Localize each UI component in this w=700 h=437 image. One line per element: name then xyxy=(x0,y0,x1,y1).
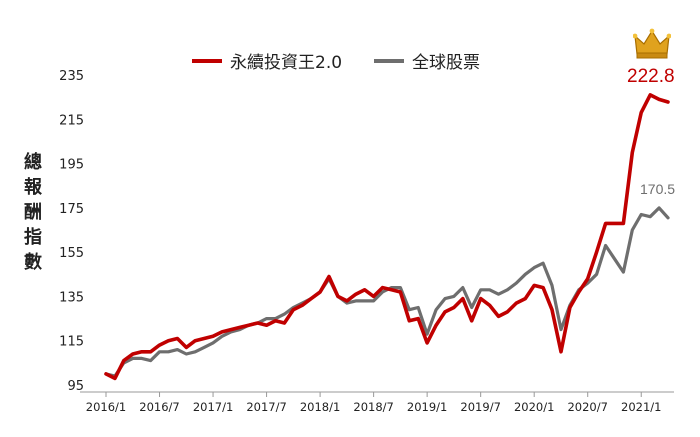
x-tick-label: 2017/1 xyxy=(193,400,233,414)
x-tick-label: 2021/1 xyxy=(621,400,661,414)
legend-label-global-equity: 全球股票 xyxy=(412,53,481,73)
x-tick-label: 2020/1 xyxy=(514,400,554,414)
y-tick-label: 175 xyxy=(59,202,84,217)
x-tick-label: 2019/1 xyxy=(407,400,447,414)
y-tick-label: 115 xyxy=(59,335,84,350)
y-axis-label: 總報酬指數 xyxy=(24,152,42,273)
y-tick-label: 215 xyxy=(59,113,84,128)
x-tick-label: 2018/1 xyxy=(300,400,340,414)
x-tick-label: 2019/7 xyxy=(460,400,500,414)
series-line-sustainable-fund xyxy=(104,93,670,381)
x-tick-label: 2020/7 xyxy=(567,400,607,414)
legend-label-sustainable-fund: 永續投資王2.0 xyxy=(230,53,343,73)
x-tick-label: 2017/7 xyxy=(246,400,286,414)
x-tick-label: 2018/7 xyxy=(353,400,393,414)
end-value-global-equity: 170.5 xyxy=(640,181,676,197)
y-tick-label: 235 xyxy=(59,69,84,84)
legend-item-sustainable-fund: 永續投資王2.0 xyxy=(192,48,342,73)
legend: 永續投資王2.0 全球股票 xyxy=(192,48,512,73)
x-tick-label: 2016/1 xyxy=(86,400,126,414)
y-tick-label: 195 xyxy=(59,158,84,173)
y-tick-label: 155 xyxy=(59,246,84,261)
legend-item-global-equity: 全球股票 xyxy=(374,48,480,73)
x-tick-label: 2016/7 xyxy=(139,400,179,414)
legend-swatch-gray xyxy=(374,58,405,63)
legend-swatch-red xyxy=(192,58,222,63)
y-tick-label: 95 xyxy=(67,379,84,394)
series-line-global-equity xyxy=(104,206,670,378)
crown-icon xyxy=(632,28,672,64)
end-value-sustainable-fund: 222.8 xyxy=(627,66,675,87)
y-tick-label: 135 xyxy=(59,290,84,305)
